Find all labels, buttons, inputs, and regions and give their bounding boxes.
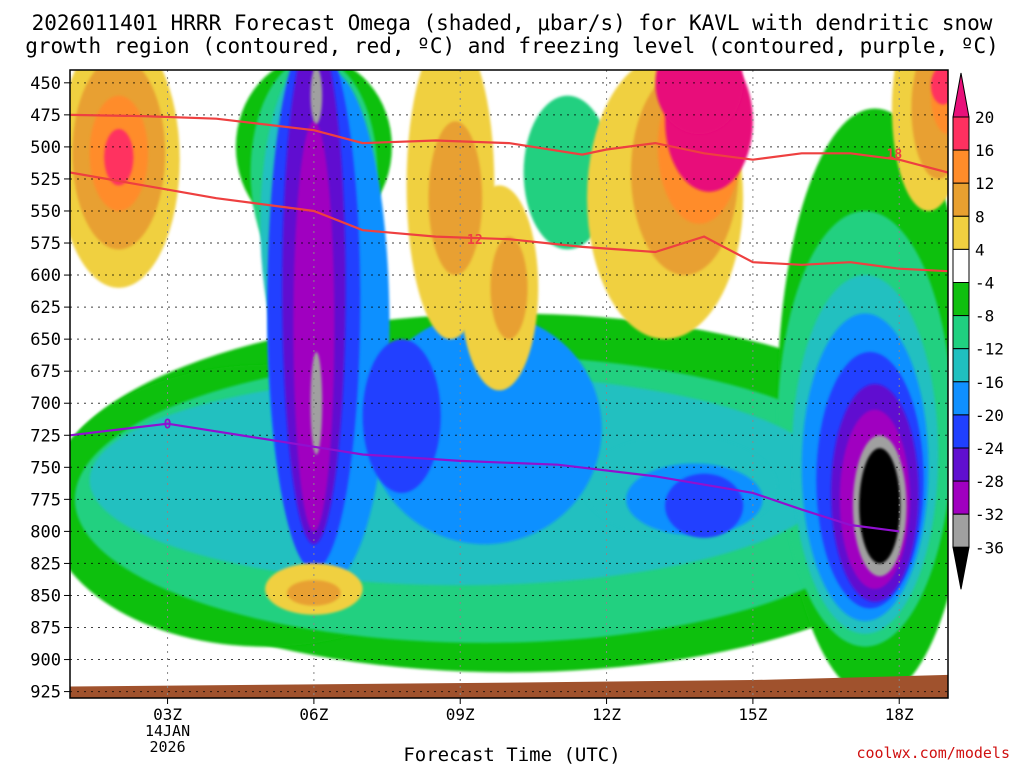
colorbar-label--36: -36 (975, 538, 1004, 557)
colorbar-label--12: -12 (975, 340, 1004, 359)
omega-shade-s12-39 (287, 580, 341, 606)
y-tick-label-875: 875 (30, 619, 61, 639)
colorbar-label--4: -4 (975, 274, 994, 293)
x-axis-label: Forecast Time (UTC) (403, 744, 621, 766)
colorbar-label-8: 8 (975, 207, 985, 226)
y-tick-label-625: 625 (30, 298, 61, 318)
omega-shade-s12-36 (490, 236, 528, 340)
chart-title-line-1: 2026011401 HRRR Forecast Omega (shaded, … (31, 11, 993, 35)
colorbar-segment-12 (952, 513, 970, 548)
colorbar-label-4: 4 (975, 240, 985, 259)
x-tick-label-15Z: 15Z (738, 705, 767, 724)
x-tick-label-03Z: 03Z (153, 705, 182, 724)
y-tick-label-850: 850 (30, 586, 61, 606)
x-date-label-0: 14JAN (145, 722, 190, 740)
omega-shade-n24-17 (362, 339, 441, 493)
x-tick-label-18Z: 18Z (885, 705, 914, 724)
y-tick-label-550: 550 (30, 202, 61, 222)
colorbar-label--32: -32 (975, 505, 1004, 524)
y-tick-label-800: 800 (30, 522, 61, 542)
plot-area: 12 18 0 (70, 70, 948, 698)
colorbar-segment-0 (952, 116, 970, 151)
x-tick-label-09Z: 09Z (446, 705, 475, 724)
dgz-minus12-contour (70, 171, 948, 273)
dgz-minus18-label: 18 (887, 147, 903, 162)
y-tick-label-700: 700 (30, 394, 61, 414)
colorbar-segment-5 (952, 282, 970, 317)
colorbar-label-20: 20 (975, 108, 994, 127)
omega-shade-n40-27 (859, 448, 901, 564)
colorbar-label--20: -20 (975, 406, 1004, 425)
colorbar-segment-11 (952, 480, 970, 515)
omega-shade-n32-22 (293, 121, 335, 532)
omega-shade-s20-44 (930, 70, 948, 105)
source-credit: coolwx.com/models (856, 744, 1010, 762)
omega-shade-n36-24 (310, 70, 323, 124)
omega-shade-s20-43 (104, 128, 134, 186)
colorbar-segment-2 (952, 182, 970, 217)
y-tick-label-600: 600 (30, 266, 61, 286)
colorbar-segment-1 (952, 149, 970, 184)
y-tick-label-500: 500 (30, 138, 61, 158)
y-tick-label-925: 925 (30, 683, 61, 703)
y-tick-label-475: 475 (30, 106, 61, 126)
x-tick-label-12Z: 12Z (592, 705, 621, 724)
colorbar-segment-4 (952, 248, 970, 283)
freezing-level-label: 0 (164, 418, 172, 433)
colorbar-label--28: -28 (975, 472, 1004, 491)
y-tick-label-675: 675 (30, 362, 61, 382)
plot-frame (69, 69, 949, 699)
omega-shade-n24-19 (665, 473, 744, 538)
colorbar-segment-9 (952, 414, 970, 449)
colorbar-segment-10 (952, 447, 970, 482)
colorbar-segment-8 (952, 381, 970, 416)
colorbar-label--8: -8 (975, 307, 994, 326)
y-tick-label-825: 825 (30, 554, 61, 574)
omega-shade-pk-46 (655, 70, 744, 135)
dgz-minus12-label: 12 (467, 233, 483, 248)
dgz-minus18-contour (70, 113, 948, 174)
freezing-level-contour (70, 422, 900, 533)
x-tick-label-06Z: 06Z (299, 705, 328, 724)
colorbar-segment-6 (952, 315, 970, 350)
y-tick-label-725: 725 (30, 426, 61, 446)
colorbar-segment-7 (952, 348, 970, 383)
y-tick-label-575: 575 (30, 234, 61, 254)
colorbar-label-16: 16 (975, 141, 994, 160)
chart-title-line-2: growth region (contoured, red, ºC) and f… (25, 34, 999, 58)
terrain (70, 674, 948, 698)
omega-shade-s12-35 (428, 121, 483, 276)
colorbar-label-12: 12 (975, 174, 994, 193)
y-tick-label-525: 525 (30, 170, 61, 190)
colorbar-bottom-arrow (952, 546, 970, 590)
colorbar-label--16: -16 (975, 373, 1004, 392)
y-tick-label-900: 900 (30, 651, 61, 671)
colorbar-segment-3 (952, 215, 970, 250)
y-tick-label-450: 450 (30, 74, 61, 94)
y-tick-label-750: 750 (30, 458, 61, 478)
y-tick-label-650: 650 (30, 330, 61, 350)
colorbar-label--24: -24 (975, 439, 1004, 458)
x-date-label-1: 2026 (149, 738, 185, 756)
y-tick-label-775: 775 (30, 490, 61, 510)
colorbar-top-arrow (952, 72, 970, 118)
